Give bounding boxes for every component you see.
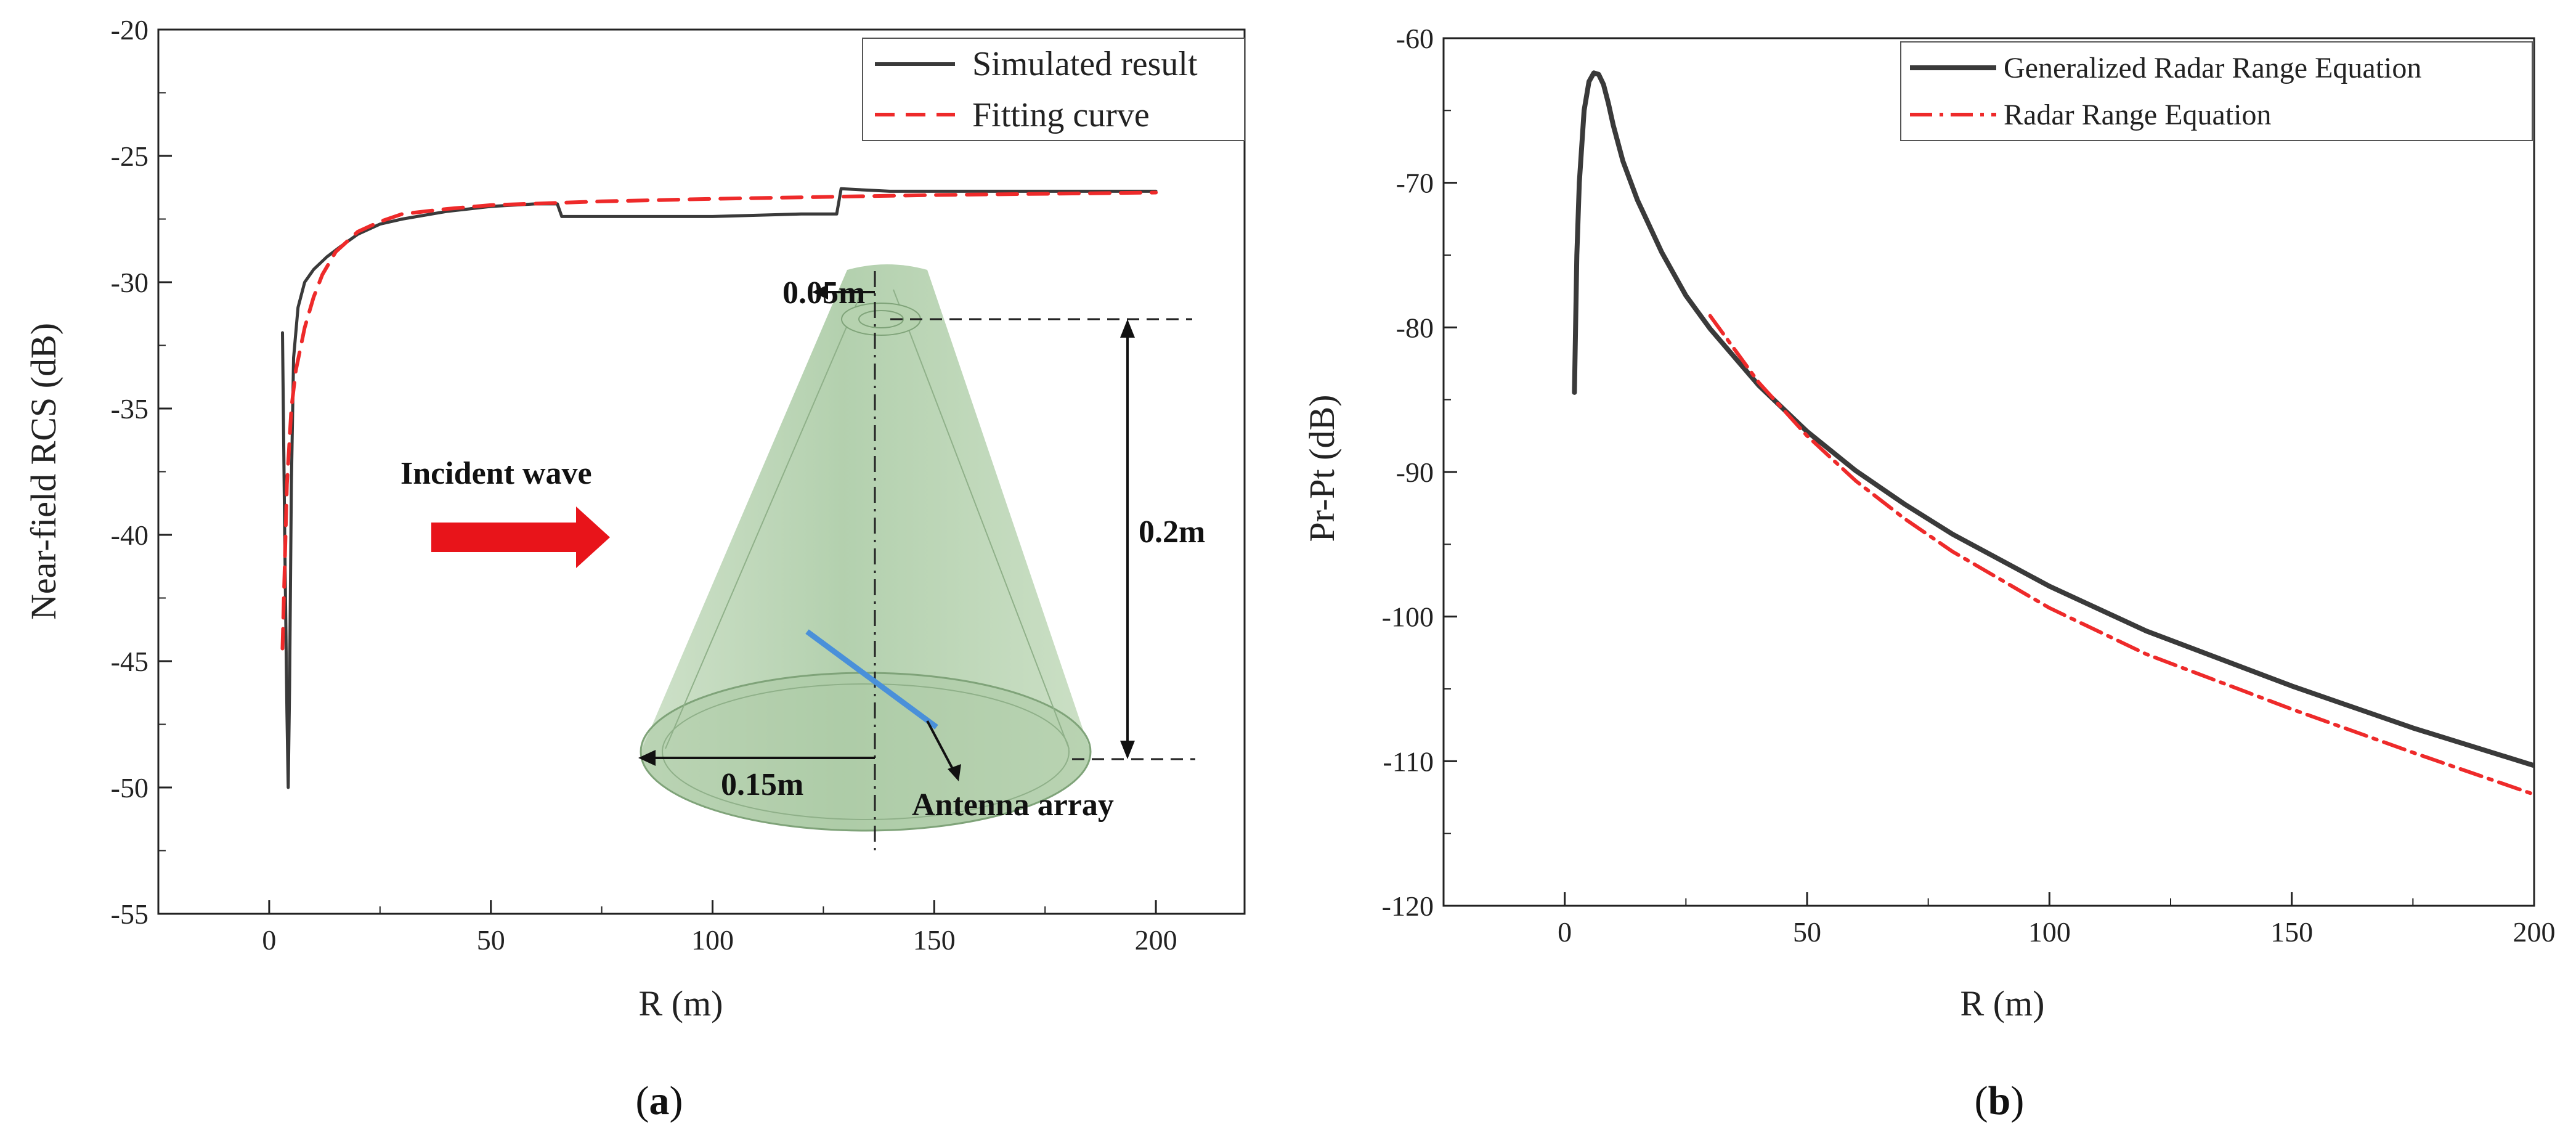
panel-b-series [1572,70,2534,797]
top-radius-label: 0.05m [782,275,865,311]
panel-a-legend-box [862,38,1245,141]
cone-inner-edge-right [893,289,1070,749]
panel-a-ticks [158,28,1157,915]
incident-wave-arrow [431,506,610,568]
antenna-pointer-head [948,764,961,781]
y-tick-label: -30 [111,267,148,298]
y-tick-label: -100 [1382,601,1434,633]
cone-inset-diagram: Incident wave 0.05m 0.2m 0.15m Antenna a… [400,264,1205,850]
panel-b-ylabel: Pr-Pt (dB) [1302,395,1342,542]
y-tick-label: -55 [111,898,148,930]
panel-b-chart: 0 50 100 150 200 -60 -70 -80 -90 -100 -110 -120 Gen… [1302,23,2556,1123]
panel-a-xlabel: R (m) [639,983,723,1023]
panel-b-tick-labels: 0 50 100 150 200 -60 -70 -80 -90 -100 -110 -120 [1382,23,2556,948]
cone-inner-ellipse [662,683,1070,820]
x-tick-label: 200 [2513,916,2556,948]
x-tick-label: 0 [262,924,276,956]
series-line-generalized-radar-range-equation [1572,70,2534,768]
x-tick-label: 150 [913,924,956,956]
panel-a-series [280,187,1158,789]
panel-a-tick-labels: 0 50 100 150 200 -20 -25 -30 -35 -40 -45 -50 -55 [111,14,1177,956]
legend-fitting-label: Fitting curve [972,96,1150,134]
incident-wave-label: Incident wave [400,456,592,491]
antenna-array-label: Antenna array [912,787,1114,823]
x-tick-label: 150 [2270,916,2313,948]
y-tick-label: -120 [1382,890,1434,922]
y-tick-label: -20 [111,14,148,46]
y-tick-label: -110 [1383,746,1434,777]
legend-rre-label: Radar Range Equation [2004,99,2272,131]
x-tick-label: 50 [1793,916,1821,948]
panel-a-legend: Simulated result Fitting curve [862,38,1245,141]
y-tick-label: -90 [1396,457,1434,488]
base-radius-label: 0.15m [721,767,803,802]
panel-b-xlabel: R (m) [1960,983,2045,1023]
y-tick-label: -60 [1396,23,1434,54]
legend-generalized-label: Generalized Radar Range Equation [2004,52,2421,84]
antenna-pointer-line [926,720,956,774]
x-tick-label: 0 [1558,916,1572,948]
panel-b-ticks [1443,37,2535,907]
panel-a-caption-letter: a [649,1078,670,1123]
x-tick-label: 200 [1135,924,1177,956]
height-arrow-head-bottom [1120,741,1135,759]
y-tick-label: -80 [1396,312,1434,343]
cone-top-inner-ellipse [858,310,904,328]
series-line-radar-range-equation [1708,314,2534,797]
x-tick-label: 100 [2028,916,2071,948]
y-tick-label: -40 [111,519,148,551]
y-tick-label: -45 [111,646,148,677]
x-tick-label: 100 [691,924,734,956]
panel-a-caption: (a) [636,1078,683,1123]
panel-a-chart: 0 50 100 150 200 -20 -25 -30 -35 -40 -45 -50 -55 [23,14,1246,1123]
x-tick-label: 50 [477,924,505,956]
series-line-simulated-result [281,187,1158,789]
panel-a-ylabel: Near-field RCS (dB) [23,323,63,620]
y-tick-label: -70 [1396,168,1434,199]
panel-b-legend: Generalized Radar Range Equation Radar R… [1900,41,2533,141]
top-radius-arrow-head [812,285,828,299]
y-tick-label: -35 [111,393,148,425]
legend-simulated-label: Simulated result [972,45,1198,83]
cone-inner-edge-left [665,289,863,749]
panel-b-caption-letter: b [1988,1078,2011,1123]
panel-b-plot-frame [1442,37,2535,907]
height-label: 0.2m [1139,515,1205,550]
y-tick-label: -25 [111,140,148,172]
panel-b-legend-box [1900,41,2533,141]
base-radius-arrow-head [638,750,656,766]
height-arrow-head-top [1120,319,1135,338]
y-tick-label: -50 [111,772,148,803]
antenna-array-line [805,629,938,730]
panel-b-caption: (b) [1975,1078,2025,1123]
series-line-fitting-curve [280,190,1158,651]
